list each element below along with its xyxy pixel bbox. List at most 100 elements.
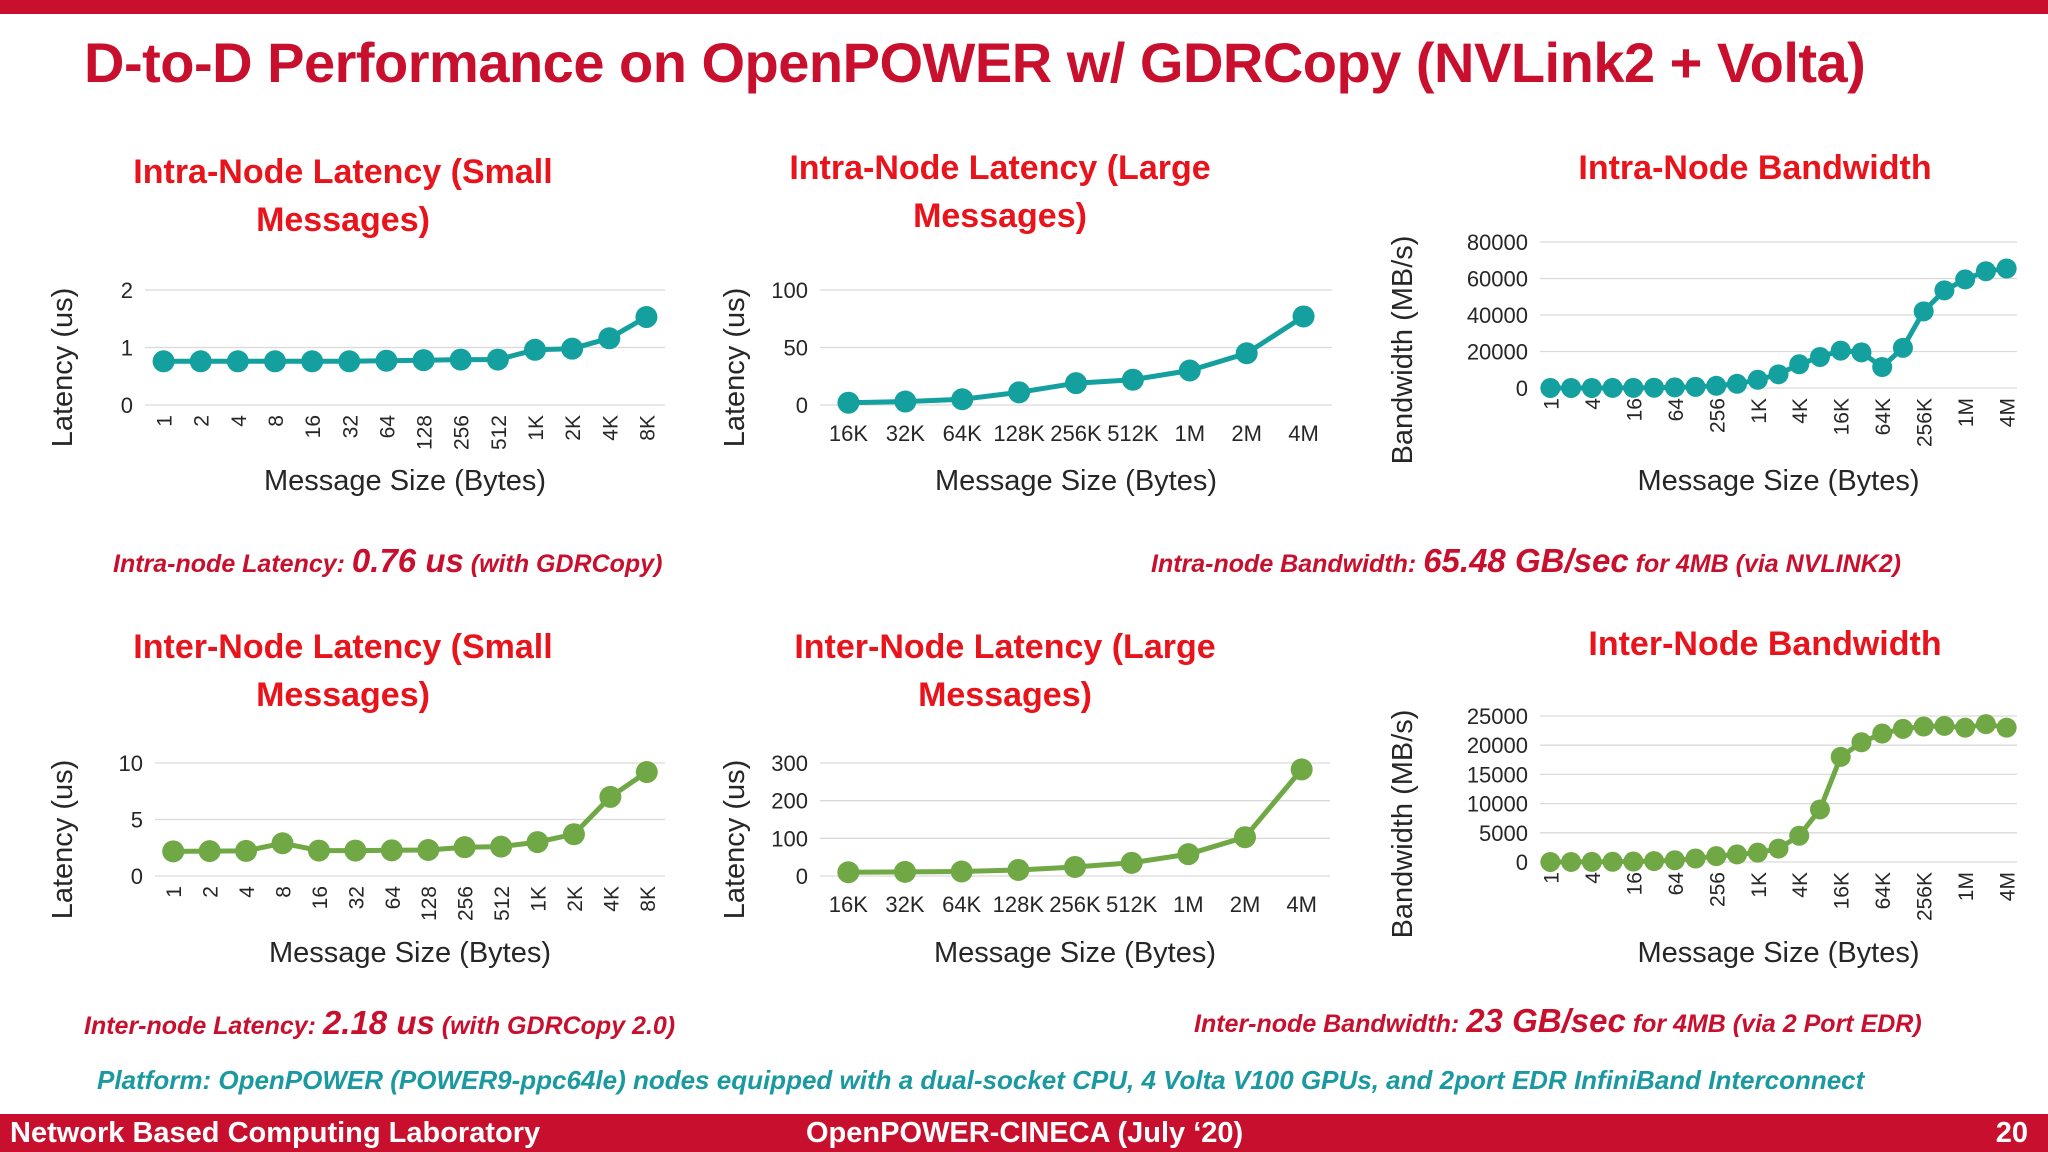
data-point xyxy=(1602,377,1623,398)
x-tick-label: 4M xyxy=(1286,892,1317,917)
y-tick-label: 0 xyxy=(121,393,133,418)
chart-svg-inter-bandwidth: 0 5000 10000 15000 20000 25000 1 4 16 64 256 1K 4K 16… xyxy=(1387,704,2020,969)
y-tick-label: 1 xyxy=(121,336,133,361)
x-tick-label: 128 xyxy=(418,886,441,921)
note-intra-bandwidth-suffix: for 4MB (via NVLINK2) xyxy=(1628,550,1901,578)
x-tick-label: 4K xyxy=(599,415,622,441)
y-tick-label: 20000 xyxy=(1467,340,1528,365)
chart-title-line: Inter-Node Bandwidth xyxy=(1588,625,1942,663)
data-point xyxy=(1120,851,1143,874)
chart-title-line: Intra-Node Latency (Small xyxy=(133,153,553,191)
data-point xyxy=(1892,337,1913,358)
data-point xyxy=(1664,377,1685,398)
data-point xyxy=(1747,842,1768,863)
chart-title-line: Intra-Node Bandwidth xyxy=(1578,149,1932,187)
x-tick-label: 32K xyxy=(886,421,925,446)
note-intra-bandwidth-value: 65.48 GB/sec xyxy=(1423,542,1629,579)
note-inter-latency-prefix: Inter-node Latency: xyxy=(84,1012,323,1040)
data-point xyxy=(1644,377,1665,398)
data-point xyxy=(1789,825,1810,846)
chart-svg-inter-small: 0 5 10 1 2 4 8 16 32 64 128 256 512 1K 2K 4K 8K Message S… xyxy=(47,751,665,969)
data-point xyxy=(635,306,658,329)
data-point xyxy=(1234,826,1256,849)
note-inter-bandwidth-value: 23 GB/sec xyxy=(1466,1002,1626,1039)
data-point xyxy=(1177,843,1200,866)
data-point xyxy=(271,832,294,855)
x-tick-label: 32K xyxy=(885,892,924,917)
data-point xyxy=(1292,305,1315,328)
chart-title-line: Intra-Node Latency (Large xyxy=(789,149,1211,187)
data-point xyxy=(599,785,622,808)
note-inter-latency-suffix: (with GDRCopy 2.0) xyxy=(434,1012,676,1040)
data-point xyxy=(1007,858,1030,881)
data-point xyxy=(1623,377,1644,398)
y-tick-label: 10000 xyxy=(1467,792,1528,817)
y-tick-label: 60000 xyxy=(1467,267,1528,292)
data-point xyxy=(1747,369,1768,390)
x-tick-label: 64 xyxy=(1665,398,1688,422)
data-point xyxy=(837,861,860,884)
data-point xyxy=(526,831,549,854)
x-tick-label: 2M xyxy=(1230,892,1261,917)
x-tick-label: 16 xyxy=(302,415,325,438)
note-intra-bandwidth-prefix: Intra-node Bandwidth: xyxy=(1151,550,1424,578)
y-tick-label: 100 xyxy=(771,826,808,851)
data-point xyxy=(561,337,584,360)
chart-title-inter-large: Inter-Node Latency (Large Messages) xyxy=(770,623,1240,719)
note-intra-latency-suffix: (with GDRCopy) xyxy=(463,550,663,578)
y-tick-label: 5 xyxy=(131,808,143,833)
x-tick-label: 1 xyxy=(154,415,177,427)
data-point xyxy=(307,839,330,862)
y-axis-title: Bandwidth (MB/s) xyxy=(1387,710,1419,939)
chart-title-intra-small: Intra-Node Latency (Small Messages) xyxy=(108,148,578,244)
data-point xyxy=(1830,746,1851,767)
data-point xyxy=(1008,381,1031,404)
data-point xyxy=(1830,340,1851,361)
data-point xyxy=(1955,717,1976,738)
data-point xyxy=(264,350,286,373)
data-point xyxy=(1809,799,1830,820)
x-tick-label: 4 xyxy=(1582,872,1605,884)
data-point xyxy=(1706,375,1727,396)
y-tick-label: 80000 xyxy=(1467,230,1528,255)
data-point xyxy=(1664,850,1685,871)
y-tick-label: 50 xyxy=(784,336,808,361)
chart-title-line: Messages) xyxy=(913,197,1087,235)
x-tick-label: 4 xyxy=(236,886,259,898)
chart-title-line: Messages) xyxy=(918,676,1092,714)
y-tick-label: 100 xyxy=(771,278,808,303)
chart-svg-intra-bandwidth: 0 20000 40000 60000 80000 1 4 16 64 256 1K 4K 16K 64K… xyxy=(1387,230,2020,497)
footer-page-number: 20 xyxy=(1995,1117,2028,1149)
x-tick-label: 16K xyxy=(829,421,868,446)
data-point xyxy=(449,348,472,371)
data-point xyxy=(1290,758,1313,781)
data-point xyxy=(951,388,974,411)
x-tick-label: 32 xyxy=(339,415,362,438)
x-tick-label: 256 xyxy=(455,886,478,921)
data-point xyxy=(1540,851,1561,872)
data-point xyxy=(562,823,585,846)
y-tick-label: 5000 xyxy=(1479,821,1528,846)
x-axis-title: Message Size (Bytes) xyxy=(935,465,1217,497)
chart-title-intra-large: Intra-Node Latency (Large Messages) xyxy=(765,144,1235,240)
data-point xyxy=(1581,377,1602,398)
platform-note: Platform: OpenPOWER (POWER9-ppc64le) nod… xyxy=(97,1065,1865,1095)
x-tick-label: 256K xyxy=(1050,421,1102,446)
x-tick-label: 2K xyxy=(562,415,585,441)
data-point xyxy=(1913,716,1934,737)
data-point xyxy=(152,350,175,373)
x-tick-label: 256 xyxy=(451,415,474,450)
chart-inter-latency-small: 0 5 10 1 2 4 8 16 32 64 128 256 512 1K 2K 4K 8K Message S… xyxy=(40,748,680,978)
x-tick-label: 16 xyxy=(1623,872,1646,895)
data-point xyxy=(417,839,440,862)
x-tick-label: 1M xyxy=(1955,398,1978,427)
data-point xyxy=(1892,718,1913,739)
data-point xyxy=(1934,715,1955,736)
data-point xyxy=(1121,368,1144,391)
x-tick-label: 4M xyxy=(1997,872,2020,901)
data-point xyxy=(1065,372,1087,395)
y-axis-title: Latency (us) xyxy=(719,288,751,448)
chart-inter-bandwidth: 0 5000 10000 15000 20000 25000 1 4 16 64 256 1K 4K 16… xyxy=(1387,700,2032,978)
x-tick-label: 512K xyxy=(1107,421,1159,446)
x-tick-label: 4 xyxy=(228,415,251,427)
